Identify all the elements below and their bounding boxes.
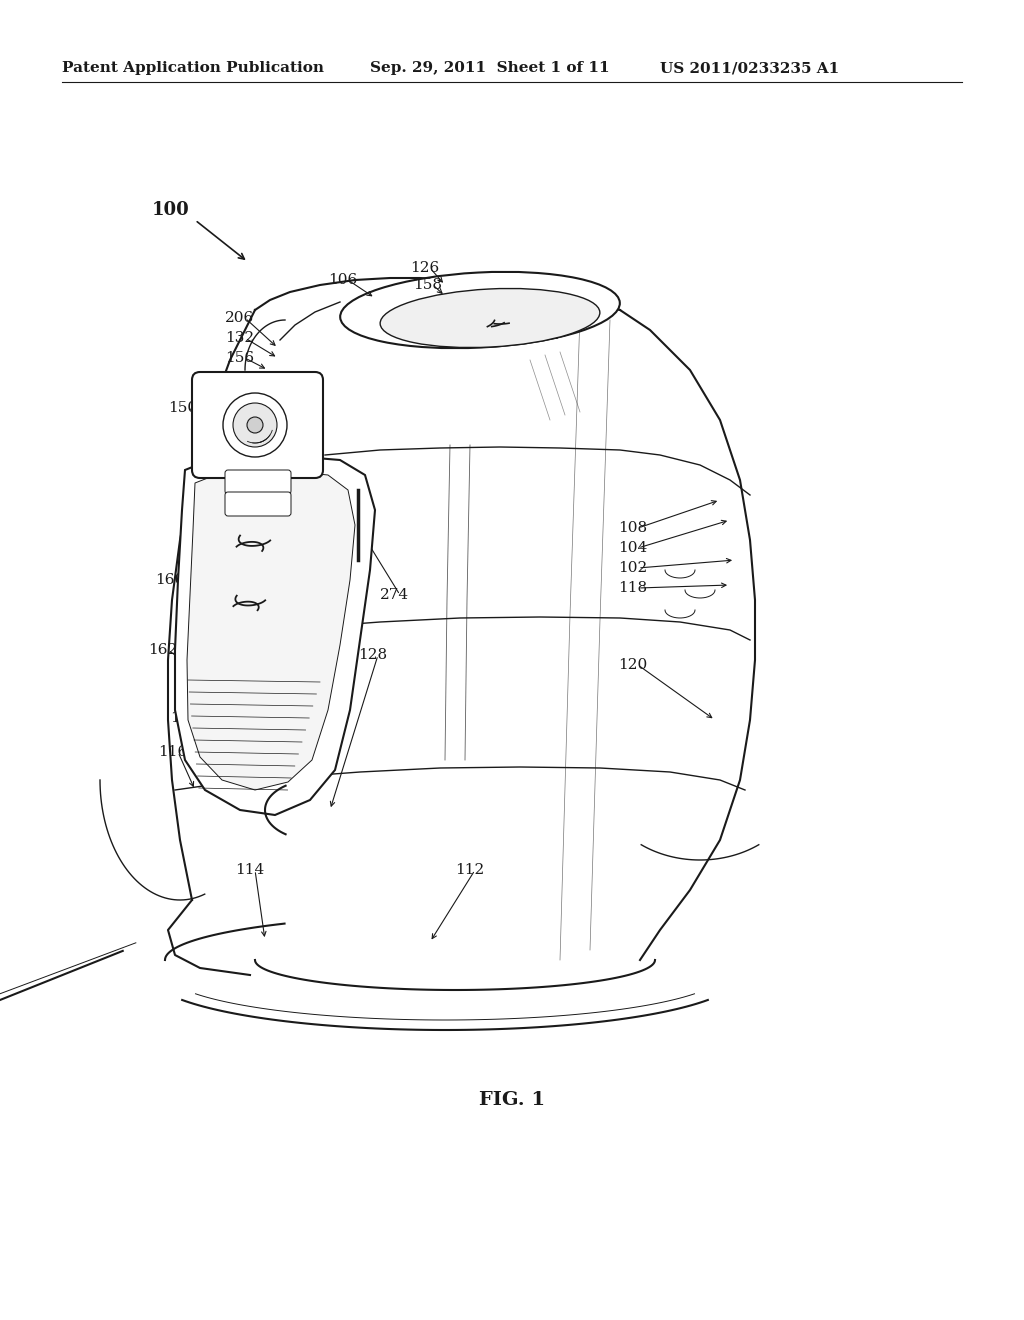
Polygon shape (175, 455, 375, 814)
Text: 114: 114 (234, 863, 264, 876)
Text: 116: 116 (158, 744, 187, 759)
Text: 156: 156 (225, 351, 254, 366)
Text: US 2011/0233235 A1: US 2011/0233235 A1 (660, 61, 840, 75)
Text: 104: 104 (618, 541, 647, 554)
Text: Sep. 29, 2011  Sheet 1 of 11: Sep. 29, 2011 Sheet 1 of 11 (370, 61, 609, 75)
Text: 130: 130 (222, 498, 251, 512)
Text: 160: 160 (155, 573, 184, 587)
FancyBboxPatch shape (193, 372, 323, 478)
Text: 110: 110 (170, 711, 200, 725)
Text: 150: 150 (168, 401, 198, 414)
Text: 128: 128 (358, 648, 387, 663)
Text: Patent Application Publication: Patent Application Publication (62, 61, 324, 75)
Text: 158: 158 (413, 279, 442, 292)
Circle shape (223, 393, 287, 457)
Text: 166: 166 (222, 480, 251, 494)
Text: 164: 164 (210, 461, 240, 475)
FancyBboxPatch shape (225, 492, 291, 516)
Text: 100: 100 (152, 201, 189, 219)
Text: 152: 152 (530, 327, 559, 342)
Ellipse shape (340, 272, 620, 348)
Text: 102: 102 (618, 561, 647, 576)
Text: 106: 106 (328, 273, 357, 286)
Text: FIG. 1: FIG. 1 (479, 1092, 545, 1109)
Text: 120: 120 (618, 657, 647, 672)
Circle shape (233, 403, 278, 447)
Text: 126: 126 (410, 261, 439, 275)
Text: 112: 112 (455, 863, 484, 876)
Ellipse shape (380, 289, 600, 347)
Circle shape (247, 417, 263, 433)
Text: 118: 118 (618, 581, 647, 595)
Text: 154: 154 (210, 517, 240, 532)
Text: 162: 162 (148, 643, 177, 657)
Text: 108: 108 (618, 521, 647, 535)
FancyBboxPatch shape (225, 470, 291, 494)
Polygon shape (187, 470, 355, 789)
Text: 132: 132 (225, 331, 254, 345)
Text: 274: 274 (380, 587, 410, 602)
Text: 206: 206 (225, 312, 254, 325)
